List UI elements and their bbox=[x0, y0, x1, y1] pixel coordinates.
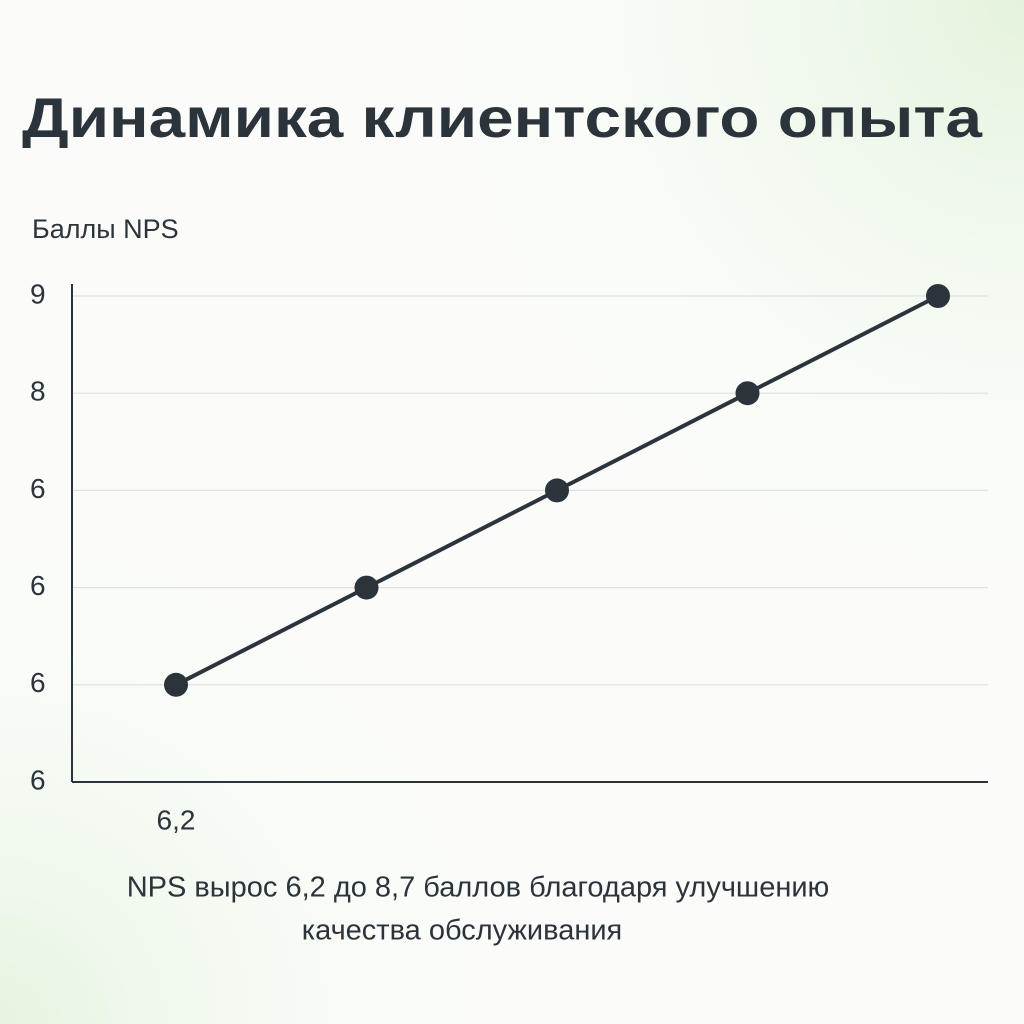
y-tick-label: 8 bbox=[30, 376, 46, 407]
y-tick-label: 6 bbox=[30, 667, 46, 698]
x-tick-label: 6,2 bbox=[157, 804, 196, 835]
point bbox=[545, 478, 569, 503]
y-axis-label: Баллы NPS bbox=[32, 214, 179, 244]
chart-title: Динамика клиентского опыта bbox=[22, 86, 983, 149]
y-tick-label: 6 bbox=[30, 473, 46, 504]
point bbox=[164, 672, 188, 697]
y-tick-label: 6 bbox=[30, 570, 46, 601]
point bbox=[354, 575, 379, 600]
plot-area: 6 6 6 6 8 9 6,2 bbox=[30, 278, 988, 835]
point bbox=[926, 284, 950, 308]
caption: NPS вырос 6,2 до 8,7 баллов благодаря ул… bbox=[127, 872, 830, 904]
y-tick-label: 6 bbox=[30, 764, 46, 795]
y-tick-label: 9 bbox=[30, 278, 46, 309]
point bbox=[735, 381, 760, 406]
caption: качества обслуживания bbox=[302, 915, 623, 947]
